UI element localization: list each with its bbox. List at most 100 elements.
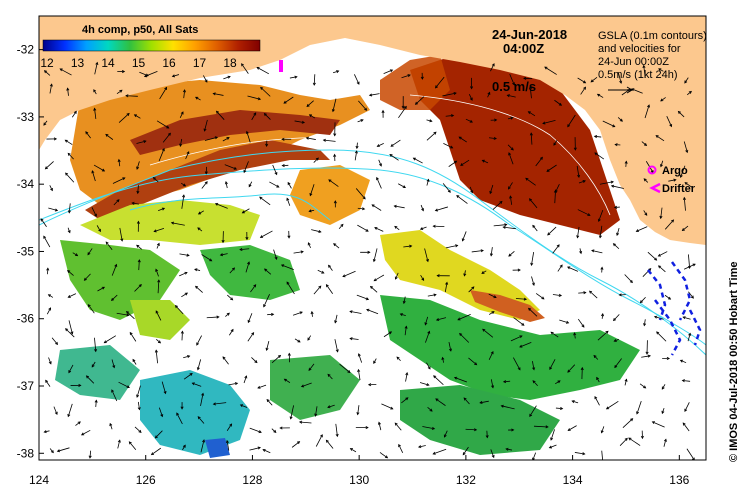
velocity-arrow-icon — [171, 74, 180, 78]
velocity-arrow-icon — [243, 161, 249, 174]
velocity-arrow-icon — [441, 356, 445, 363]
contour-line-white — [409, 94, 611, 216]
sst-patch-brown-band — [85, 140, 330, 220]
y-tick-label: -34 — [17, 177, 35, 191]
velocity-arrow-icon — [137, 259, 141, 271]
velocity-arrow-icon — [109, 422, 113, 430]
velocity-arrow-icon — [567, 364, 576, 373]
velocity-arrow-icon — [307, 242, 311, 249]
velocity-arrow-icon — [544, 66, 557, 75]
velocity-arrow-icon — [179, 271, 188, 277]
velocity-arrow-icon — [426, 131, 437, 141]
velocity-arrow-icon — [508, 428, 515, 432]
velocity-arrow-icon — [463, 397, 470, 405]
velocity-arrow-icon — [682, 316, 691, 320]
velocity-arrow-icon — [576, 165, 581, 179]
velocity-arrow-icon — [613, 338, 619, 342]
velocity-arrow-icon — [414, 96, 425, 105]
velocity-arrow-icon — [502, 225, 516, 230]
velocity-arrow-icon — [505, 447, 513, 451]
sst-patch-yellow-south — [130, 300, 190, 340]
velocity-arrow-icon — [333, 243, 340, 249]
velocity-arrow-icon — [66, 87, 70, 96]
velocity-arrow-icon — [349, 448, 357, 453]
velocity-arrow-icon — [176, 412, 183, 425]
y-tick-label: -33 — [17, 110, 35, 124]
velocity-arrow-icon — [182, 89, 186, 99]
velocity-arrow-icon — [580, 86, 586, 95]
velocity-arrow-icon — [129, 331, 137, 342]
velocity-arrow-icon — [267, 312, 275, 316]
velocity-arrow-icon — [243, 375, 248, 384]
velocity-arrow-icon — [664, 219, 675, 230]
velocity-arrow-icon — [245, 261, 251, 273]
velocity-arrow-icon — [117, 158, 121, 167]
velocity-arrow-icon — [65, 328, 75, 338]
velocity-arrow-icon — [338, 223, 344, 229]
velocity-arrow-icon — [398, 105, 407, 119]
sst-patch-orange-west — [70, 80, 370, 205]
scale-arrow-icon — [608, 86, 633, 94]
velocity-arrow-icon — [195, 96, 201, 101]
velocity-arrow-icon — [256, 67, 270, 75]
legend: Argo Drifter — [647, 165, 696, 195]
velocity-arrow-icon — [333, 200, 337, 208]
velocity-arrow-icon — [93, 89, 97, 95]
velocity-arrow-icon — [531, 276, 535, 286]
velocity-arrow-icon — [245, 130, 251, 143]
velocity-arrow-icon — [639, 296, 646, 304]
velocity-arrow-icon — [500, 404, 515, 410]
velocity-arrow-icon — [136, 185, 140, 195]
velocity-arrow-icon — [158, 207, 166, 212]
velocity-arrow-icon — [591, 249, 603, 254]
sst-patch-orange-mid — [290, 165, 370, 225]
velocity-arrow-icon — [279, 426, 290, 430]
velocity-arrow-icon — [248, 181, 253, 188]
x-tick-label: 132 — [456, 473, 476, 487]
velocity-arrow-icon — [331, 98, 337, 113]
velocity-arrow-icon — [247, 95, 262, 101]
velocity-arrow-icon — [401, 96, 405, 110]
velocity-arrow-icon — [435, 317, 447, 322]
velocity-arrow-icon — [174, 305, 184, 315]
velocity-arrow-icon — [271, 354, 282, 364]
velocity-arrow-icon — [247, 332, 255, 342]
sst-patch-warm-east-outer — [380, 55, 450, 110]
velocity-arrow-icon — [426, 119, 433, 123]
velocity-arrow-icon — [490, 63, 495, 72]
velocity-arrow-icon — [334, 339, 339, 353]
velocity-arrow-icon — [602, 120, 616, 128]
velocity-arrow-icon — [679, 359, 687, 364]
drifter-tracks — [647, 261, 702, 356]
velocity-arrow-icon — [219, 253, 228, 257]
velocity-arrow-icon — [656, 331, 667, 342]
velocity-arrows — [40, 61, 696, 460]
velocity-arrow-icon — [642, 64, 646, 79]
velocity-arrow-icon — [85, 375, 95, 384]
velocity-arrow-icon — [515, 297, 528, 301]
velocity-arrow-icon — [137, 401, 141, 411]
velocity-arrow-icon — [470, 77, 474, 90]
velocity-arrow-icon — [660, 97, 666, 102]
velocity-arrow-icon — [182, 444, 186, 451]
velocity-arrow-icon — [590, 77, 598, 83]
velocity-arrow-icon — [487, 91, 491, 98]
land-mass — [39, 16, 706, 245]
velocity-arrow-icon — [263, 112, 271, 120]
velocity-arrow-icon — [91, 170, 96, 182]
velocity-arrow-icon — [327, 404, 335, 409]
velocity-arrow-icon — [342, 270, 356, 278]
velocity-arrow-icon — [547, 226, 557, 236]
velocity-arrow-icon — [154, 349, 158, 364]
colorbar-tick-label: 17 — [193, 56, 207, 70]
info-line-4: 0.5m/s (1kt 24h) — [598, 69, 677, 81]
velocity-arrow-icon — [401, 397, 409, 404]
velocity-arrow-icon — [355, 142, 359, 150]
velocity-arrow-icon — [453, 376, 468, 383]
velocity-arrow-icon — [158, 407, 164, 418]
velocity-arrow-icon — [349, 310, 362, 314]
velocity-arrow-icon — [684, 77, 689, 84]
colorbar-tick-label: 15 — [132, 56, 146, 70]
velocity-arrow-icon — [373, 274, 385, 282]
sst-patch-green-mid — [200, 245, 300, 300]
